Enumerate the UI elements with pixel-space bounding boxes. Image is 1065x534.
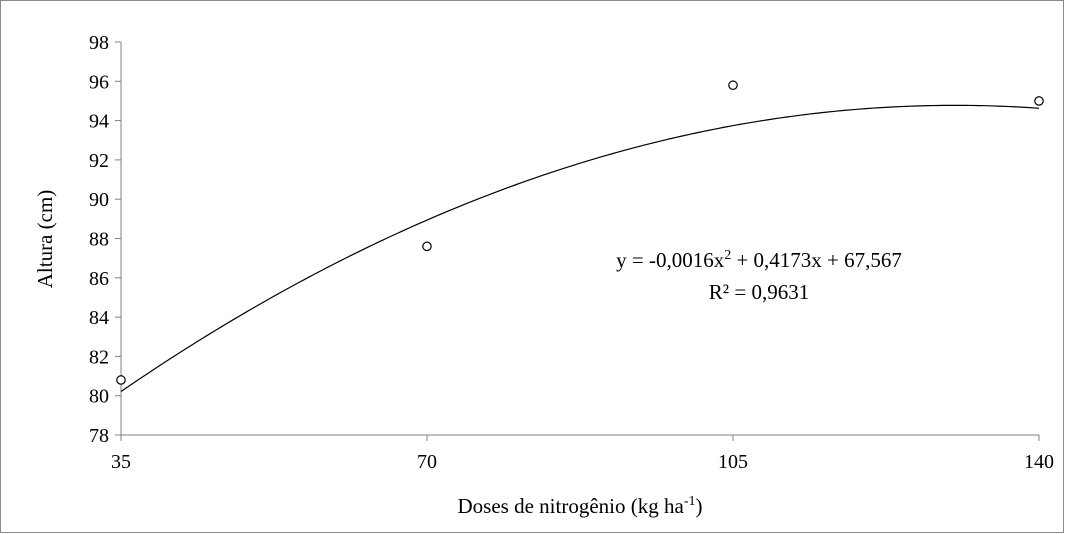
y-tick-label: 84 xyxy=(89,307,109,329)
y-axis-title: Altura (cm) xyxy=(33,190,57,289)
x-axis-title-close: ) xyxy=(695,494,702,518)
y-tick-label: 82 xyxy=(89,346,109,368)
y-tick-label: 78 xyxy=(89,425,109,447)
y-tick-label: 94 xyxy=(89,111,109,133)
data-point xyxy=(422,241,432,252)
trendline-equation: y = -0,0016x2 + 0,4173x + 67,567 xyxy=(616,248,902,272)
y-tick-label: 90 xyxy=(89,189,109,211)
x-axis-title-main: Doses de nitrogênio (kg ha xyxy=(458,494,685,518)
equation-sup: 2 xyxy=(724,248,731,263)
trendline xyxy=(120,104,1040,393)
data-point xyxy=(728,80,738,91)
y-tick-label: 98 xyxy=(89,32,109,54)
data-point xyxy=(116,375,126,385)
equation-pre: y = -0,0016x xyxy=(616,248,725,272)
axes xyxy=(120,42,1039,436)
y-tick-label: 86 xyxy=(89,268,109,290)
r-squared-label: R² = 0,9631 xyxy=(709,280,809,304)
x-axis-title: Doses de nitrogênio (kg ha-1) xyxy=(458,494,703,518)
x-tick-label: 70 xyxy=(417,451,437,473)
data-points xyxy=(116,80,1044,385)
data-point xyxy=(1034,96,1044,106)
y-axis-ticks: 78 80 82 84 86 88 90 92 94 96 98 xyxy=(89,32,121,447)
y-tick-label: 92 xyxy=(89,150,109,172)
x-tick-label: 35 xyxy=(111,451,131,473)
x-axis-ticks: 35 70 105 140 xyxy=(111,435,1054,473)
y-tick-label: 96 xyxy=(89,71,109,93)
y-tick-label: 80 xyxy=(89,386,109,408)
x-tick-label: 105 xyxy=(718,451,748,473)
y-tick-label: 88 xyxy=(89,229,109,251)
x-tick-label: 140 xyxy=(1024,451,1054,473)
x-axis-title-sup: -1 xyxy=(684,494,696,509)
equation-post: + 0,4173x + 67,567 xyxy=(731,248,902,272)
